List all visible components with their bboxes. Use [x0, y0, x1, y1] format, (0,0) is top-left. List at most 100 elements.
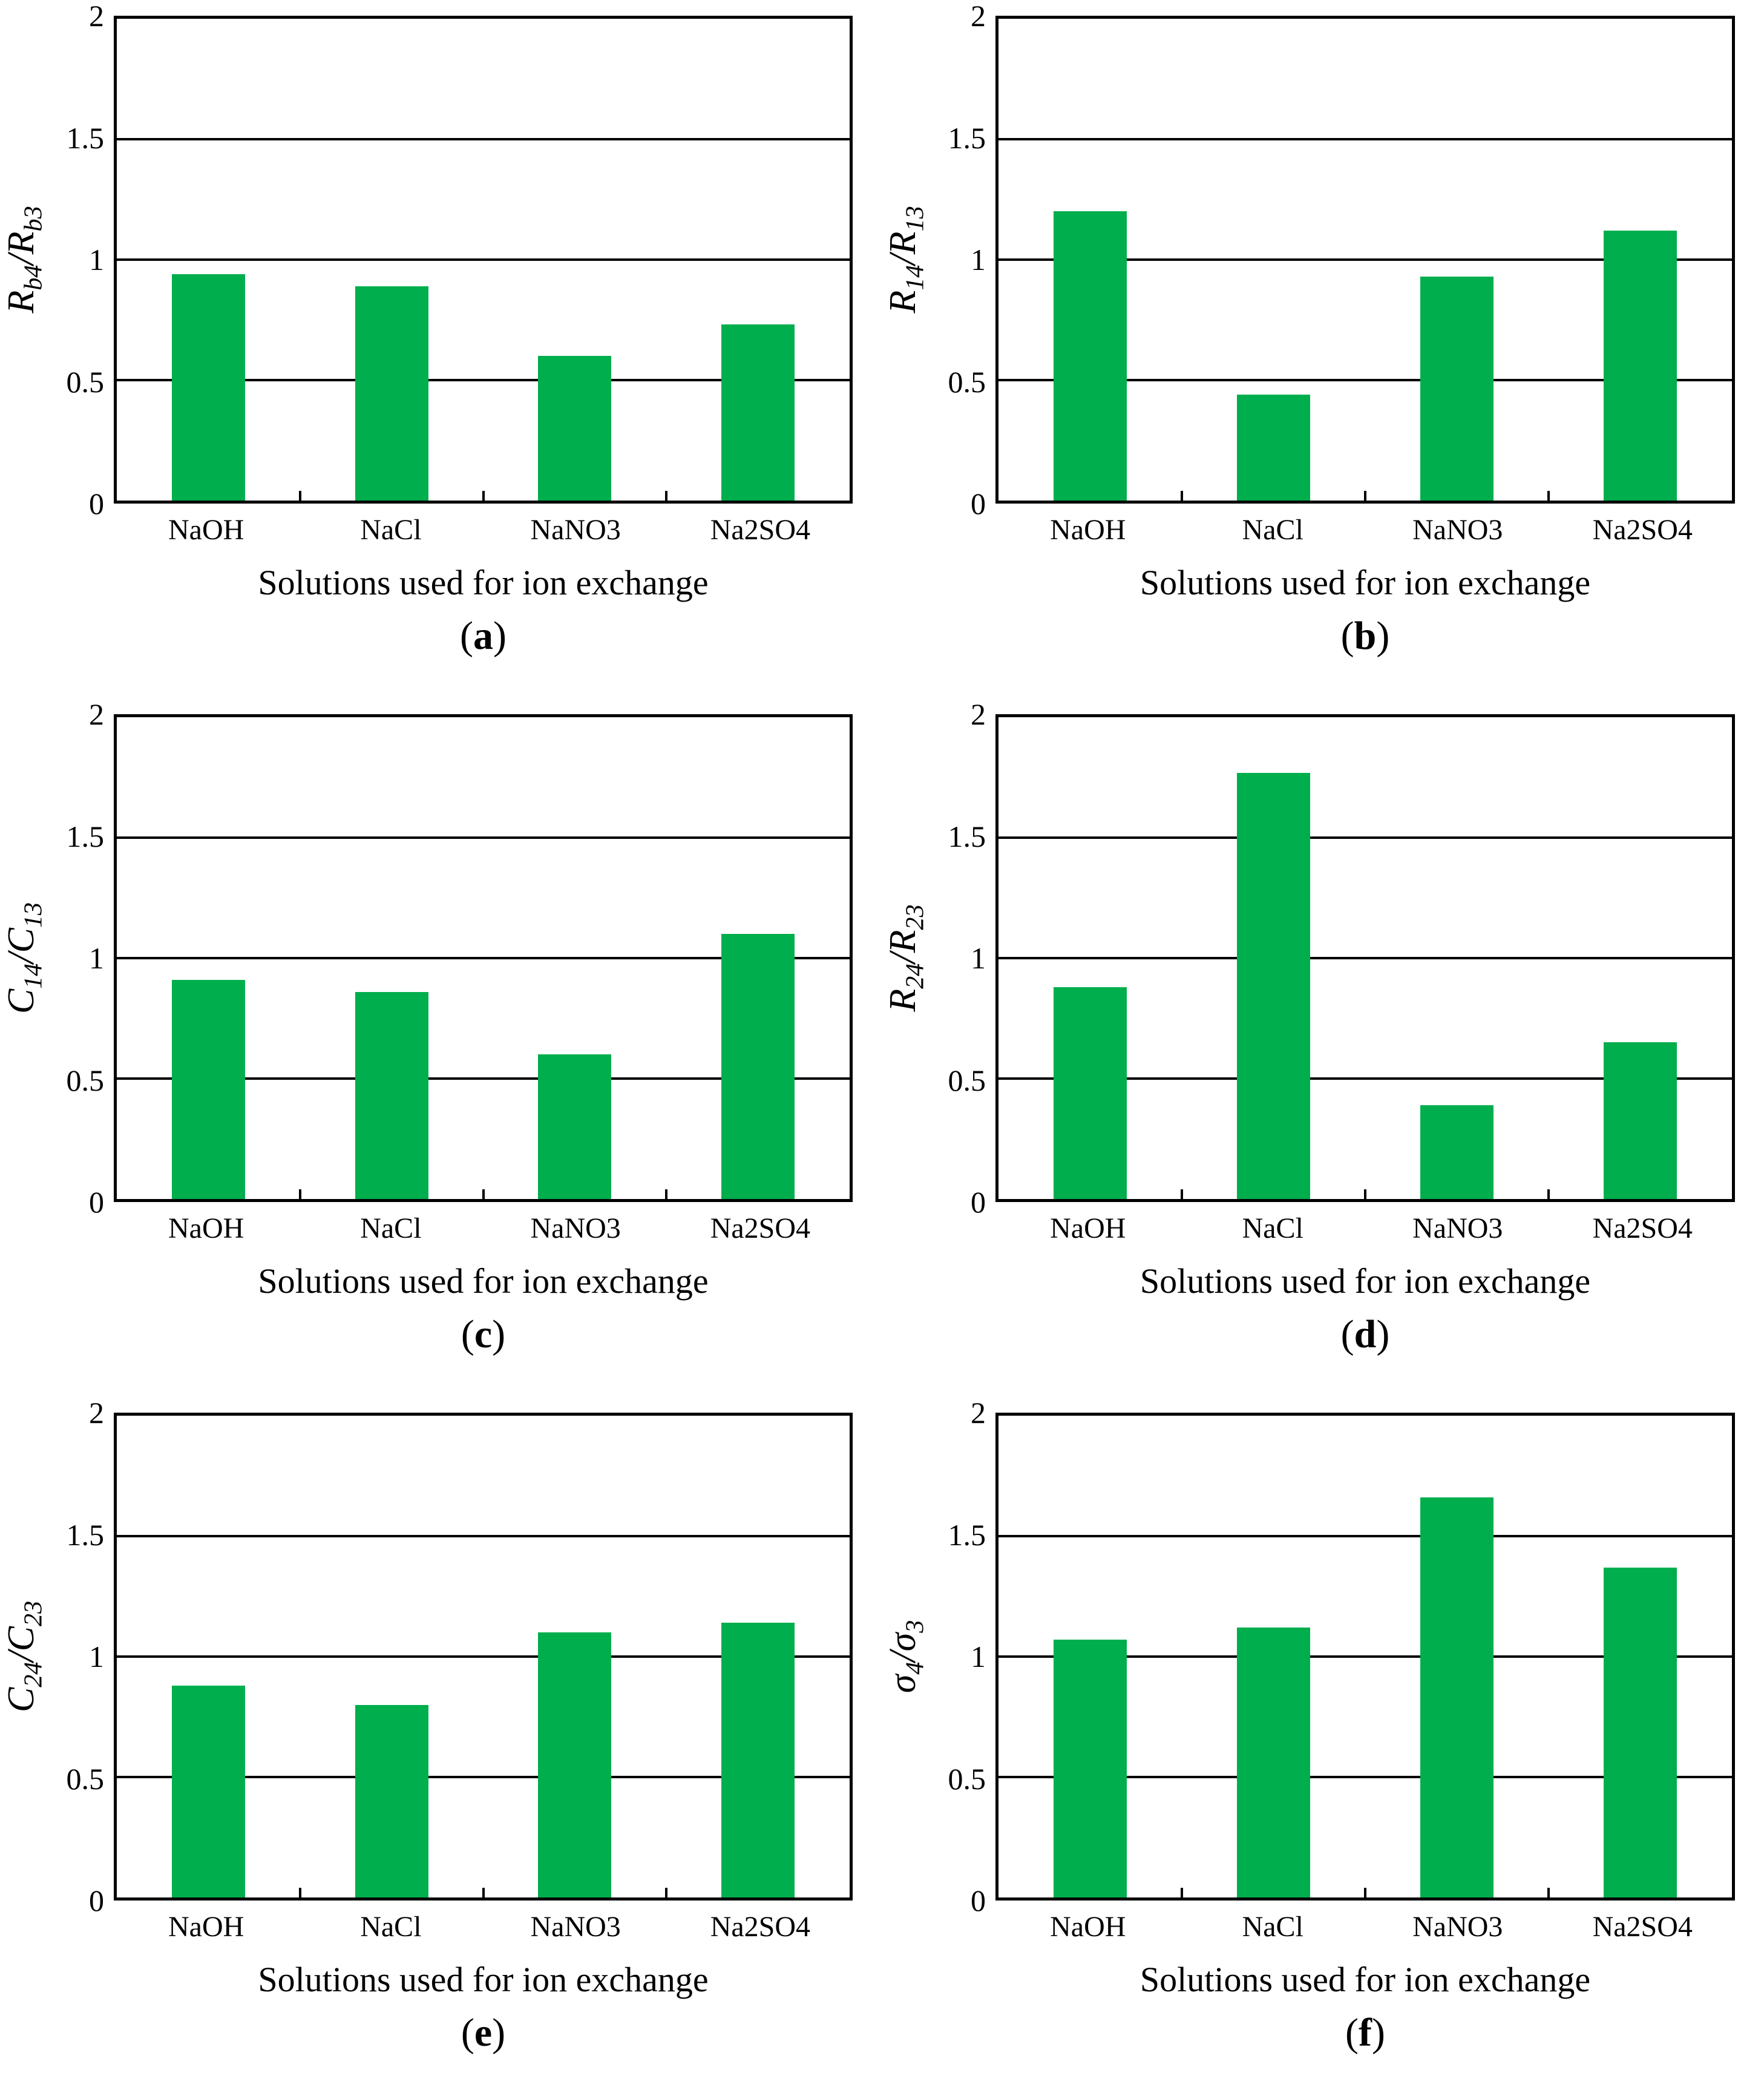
plot-area	[114, 1413, 853, 1901]
y-tick-label: 1	[971, 243, 986, 277]
x-category-label: Na2SO4	[710, 1212, 811, 1244]
y-tick-label: 2	[89, 0, 104, 33]
y-label-slash: /	[1, 1651, 42, 1662]
x-category-label: NaOH	[168, 1911, 244, 1943]
y-tick-label: 2	[971, 697, 986, 731]
x-axis-tick	[665, 491, 668, 501]
panel-letter-text: f	[1359, 2010, 1372, 2055]
y-tick-label: 0.5	[948, 364, 986, 399]
bar-NaOH	[1053, 1640, 1127, 1897]
gridline	[998, 1535, 1732, 1537]
y-label-denominator: C	[1, 928, 42, 953]
gridline	[998, 1655, 1732, 1658]
y-label-denominator: R	[882, 930, 923, 953]
panel-letter: (f)	[995, 2011, 1735, 2055]
bar-NaCl	[1236, 772, 1311, 1199]
y-axis-tick-labels: 2 1.5 1 0.5 0	[42, 1, 114, 519]
gridline	[117, 957, 850, 959]
y-label-numerator: R	[882, 290, 923, 314]
bar-Na2SO4	[721, 324, 795, 501]
x-axis-tick	[1364, 1189, 1366, 1199]
y-tick-label: 0	[89, 1884, 104, 1917]
y-label-denominator: R	[882, 231, 923, 255]
bar-NaCl	[355, 286, 428, 501]
y-axis-label-text: R14/R13	[882, 206, 929, 314]
x-axis-tick	[298, 1888, 301, 1897]
chart-panel: Rb4/Rb3 2 1.5 1 0.5 0 NaOH NaCl NaNO3 Na2SO4 So…	[0, 0, 882, 698]
bar-Na2SO4	[1603, 1042, 1677, 1199]
x-axis-title: Solutions used for ion exchange	[1139, 1261, 1591, 1301]
y-label-numerator: C	[1, 988, 42, 1014]
y-axis-label-text: C24/C23	[1, 1601, 47, 1713]
plot-area	[114, 714, 853, 1202]
x-axis-tick	[665, 1189, 668, 1199]
y-tick-label: 0	[971, 1185, 986, 1219]
bar-Na2SO4	[721, 1623, 795, 1897]
x-axis-title: Solutions used for ion exchange	[258, 562, 709, 602]
y-axis-tick-labels: 2 1.5 1 0.5 0	[924, 1398, 995, 1916]
bar-NaNO3	[538, 356, 612, 501]
panel-letter-text: b	[1354, 613, 1377, 658]
panel-letter-open-paren: (	[461, 2010, 474, 2055]
y-label-denominator: C	[1, 1626, 42, 1652]
x-category-label: NaOH	[1050, 1212, 1126, 1244]
x-category-labels: NaOH NaCl NaNO3 Na2SO4	[114, 1901, 853, 1943]
x-category-label: Na2SO4	[1592, 1911, 1693, 1943]
x-axis-title: Solutions used for ion exchange	[1139, 1959, 1591, 1999]
x-category-label: NaCl	[360, 1212, 422, 1244]
gridline	[117, 379, 850, 381]
panel-letter: (a)	[114, 614, 853, 659]
x-axis-title: Solutions used for ion exchange	[258, 1959, 709, 1999]
gridline	[998, 957, 1732, 959]
y-tick-label: 1.5	[948, 819, 986, 853]
x-axis-tick	[1181, 1189, 1183, 1199]
chart-panel: C24/C23 2 1.5 1 0.5 0 NaOH NaCl NaNO3 Na2SO4 So…	[0, 1397, 882, 2095]
panel-letter-text: e	[474, 2010, 493, 2055]
bar-NaNO3	[1420, 1105, 1494, 1199]
x-category-labels: NaOH NaCl NaNO3 Na2SO4	[114, 504, 853, 547]
plot-area	[995, 16, 1735, 504]
x-category-label: NaNO3	[1412, 1212, 1503, 1244]
y-axis-tick-labels: 2 1.5 1 0.5 0	[924, 1, 995, 519]
gridline	[117, 1077, 850, 1080]
y-label-slash: /	[1, 953, 42, 964]
panel-letter-close-paren: )	[492, 2010, 506, 2055]
y-label-numerator: C	[1, 1687, 42, 1713]
panel-letter: (d)	[995, 1312, 1735, 1357]
x-axis-tick	[482, 1189, 485, 1199]
y-tick-label: 0.5	[66, 364, 105, 399]
x-category-label: NaCl	[360, 514, 422, 546]
x-axis-tick	[1181, 1888, 1183, 1897]
gridline	[998, 379, 1732, 381]
gridline	[117, 258, 850, 261]
bar-NaOH	[171, 1685, 245, 1897]
y-label-slash: /	[882, 254, 923, 265]
panel-letter-close-paren: )	[493, 613, 507, 658]
gridline	[998, 1776, 1732, 1778]
chart-panel: σ4/σ3 2 1.5 1 0.5 0 NaOH NaCl NaNO3 Na2SO4 Solu…	[882, 1397, 1764, 2095]
gridline	[117, 1655, 850, 1658]
x-axis-tick	[482, 1888, 485, 1897]
panel-letter-open-paren: (	[1340, 1312, 1354, 1356]
bar-NaOH	[1053, 211, 1127, 501]
y-tick-label: 2	[89, 1396, 104, 1430]
plot-row: Rb4/Rb3 2 1.5 1 0.5 0	[0, 1, 882, 519]
y-axis-label: R14/R13	[882, 16, 929, 504]
y-tick-label: 0	[89, 1185, 104, 1219]
y-axis-label-text: σ4/σ3	[882, 1620, 929, 1694]
x-category-label: NaCl	[1242, 1212, 1303, 1244]
y-label-denominator: R	[1, 231, 42, 255]
y-tick-label: 1	[89, 243, 104, 277]
gridline	[117, 1776, 850, 1778]
gridline	[998, 836, 1732, 839]
y-tick-label: 0	[971, 1884, 986, 1917]
y-axis-label-text: Rb4/Rb3	[1, 206, 47, 313]
x-category-label: NaNO3	[1412, 1911, 1503, 1943]
plot-area	[114, 16, 853, 504]
x-category-labels: NaOH NaCl NaNO3 Na2SO4	[995, 1202, 1735, 1245]
bar-NaCl	[1236, 1628, 1311, 1897]
gridline	[117, 138, 850, 140]
x-category-label: NaNO3	[530, 1212, 621, 1244]
panel-letter-close-paren: )	[1376, 1312, 1390, 1356]
